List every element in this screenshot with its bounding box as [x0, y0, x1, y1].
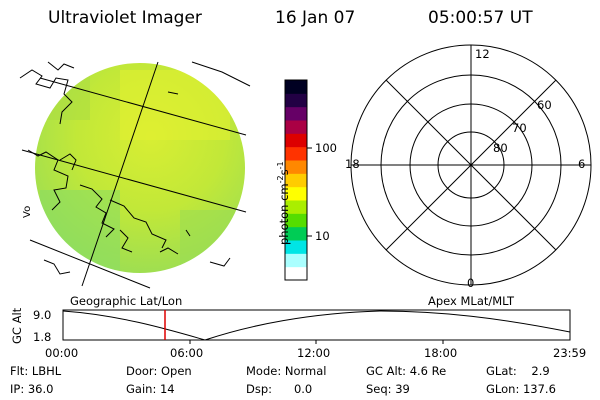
- status-glat: GLat: 2.9: [486, 364, 550, 378]
- colorbar-segment: [285, 253, 307, 268]
- status-ip: IP: 36.0: [10, 382, 54, 396]
- status-glon: GLon: 137.6: [486, 382, 556, 396]
- colorbar-tick-100: 100: [315, 141, 337, 155]
- time-label: 05:00:57 UT: [428, 8, 533, 28]
- mlt-label-6: 6: [578, 157, 586, 171]
- coastline-overlay: [19, 61, 251, 275]
- alt-xtick-0000: 00:00: [45, 346, 79, 360]
- altitude-curve: [62, 310, 571, 341]
- color-bar: [285, 80, 307, 281]
- map-fragment-label: Vo: [22, 205, 33, 218]
- alt-xtick-0600: 06:00: [170, 346, 204, 360]
- app-title: Ultraviolet Imager: [48, 8, 202, 28]
- alt-plot-ylabel: GC Alt: [10, 307, 24, 344]
- colorbar-segment: [285, 146, 307, 161]
- colorbar-unit-label: photon cm-2s-1: [276, 161, 291, 245]
- mlat-label-70: 70: [512, 121, 527, 135]
- colorbar-segment: [285, 160, 307, 174]
- status-door: Door: Open: [126, 364, 192, 378]
- right-panel-caption: Apex MLat/MLT: [428, 294, 515, 308]
- alt-xtick-1200: 12:00: [297, 346, 331, 360]
- colorbar-segment: [285, 173, 307, 188]
- colorbar-segment: [285, 93, 307, 108]
- status-dsp: Dsp: 0.0: [246, 382, 313, 396]
- status-mode: Mode: Normal: [246, 364, 327, 378]
- alt-xtick-2359: 23:59: [553, 346, 587, 360]
- alt-xtick-1800: 18:00: [424, 346, 458, 360]
- status-filter: Flt: LBHL: [10, 364, 62, 378]
- colorbar-segment: [285, 213, 307, 228]
- uv-image-panel: [19, 61, 251, 289]
- left-panel-caption: Geographic Lat/Lon: [70, 294, 183, 308]
- colorbar-segment: [285, 240, 307, 254]
- status-gc-alt: GC Alt: 4.6 Re: [366, 364, 447, 378]
- mlt-label-12: 12: [475, 47, 490, 61]
- alt-plot-ymax: 9.0: [33, 308, 52, 322]
- colorbar-segment: [285, 266, 307, 281]
- colorbar-segment: [285, 200, 307, 214]
- mlt-label-18: 18: [345, 157, 360, 171]
- colorbar-segment: [285, 133, 307, 148]
- mlt-label-0: 0: [467, 276, 475, 290]
- colorbar-segment: [285, 226, 307, 241]
- colorbar-segment: [285, 120, 307, 134]
- status-seq: Seq: 39: [366, 382, 410, 396]
- colorbar-segment: [285, 106, 307, 121]
- colorbar-segment: [285, 186, 307, 201]
- date-label: 16 Jan 07: [275, 8, 356, 28]
- colorbar-segment: [285, 80, 307, 94]
- alt-plot-ymin: 1.8: [33, 330, 52, 344]
- altitude-plot: [62, 309, 571, 344]
- colorbar-tick-10: 10: [315, 229, 330, 243]
- mlat-label-60: 60: [537, 98, 552, 112]
- latlon-grid: [21, 61, 247, 289]
- mlat-label-80: 80: [493, 141, 508, 155]
- polar-plot: [350, 44, 592, 286]
- status-gain: Gain: 14: [126, 382, 175, 396]
